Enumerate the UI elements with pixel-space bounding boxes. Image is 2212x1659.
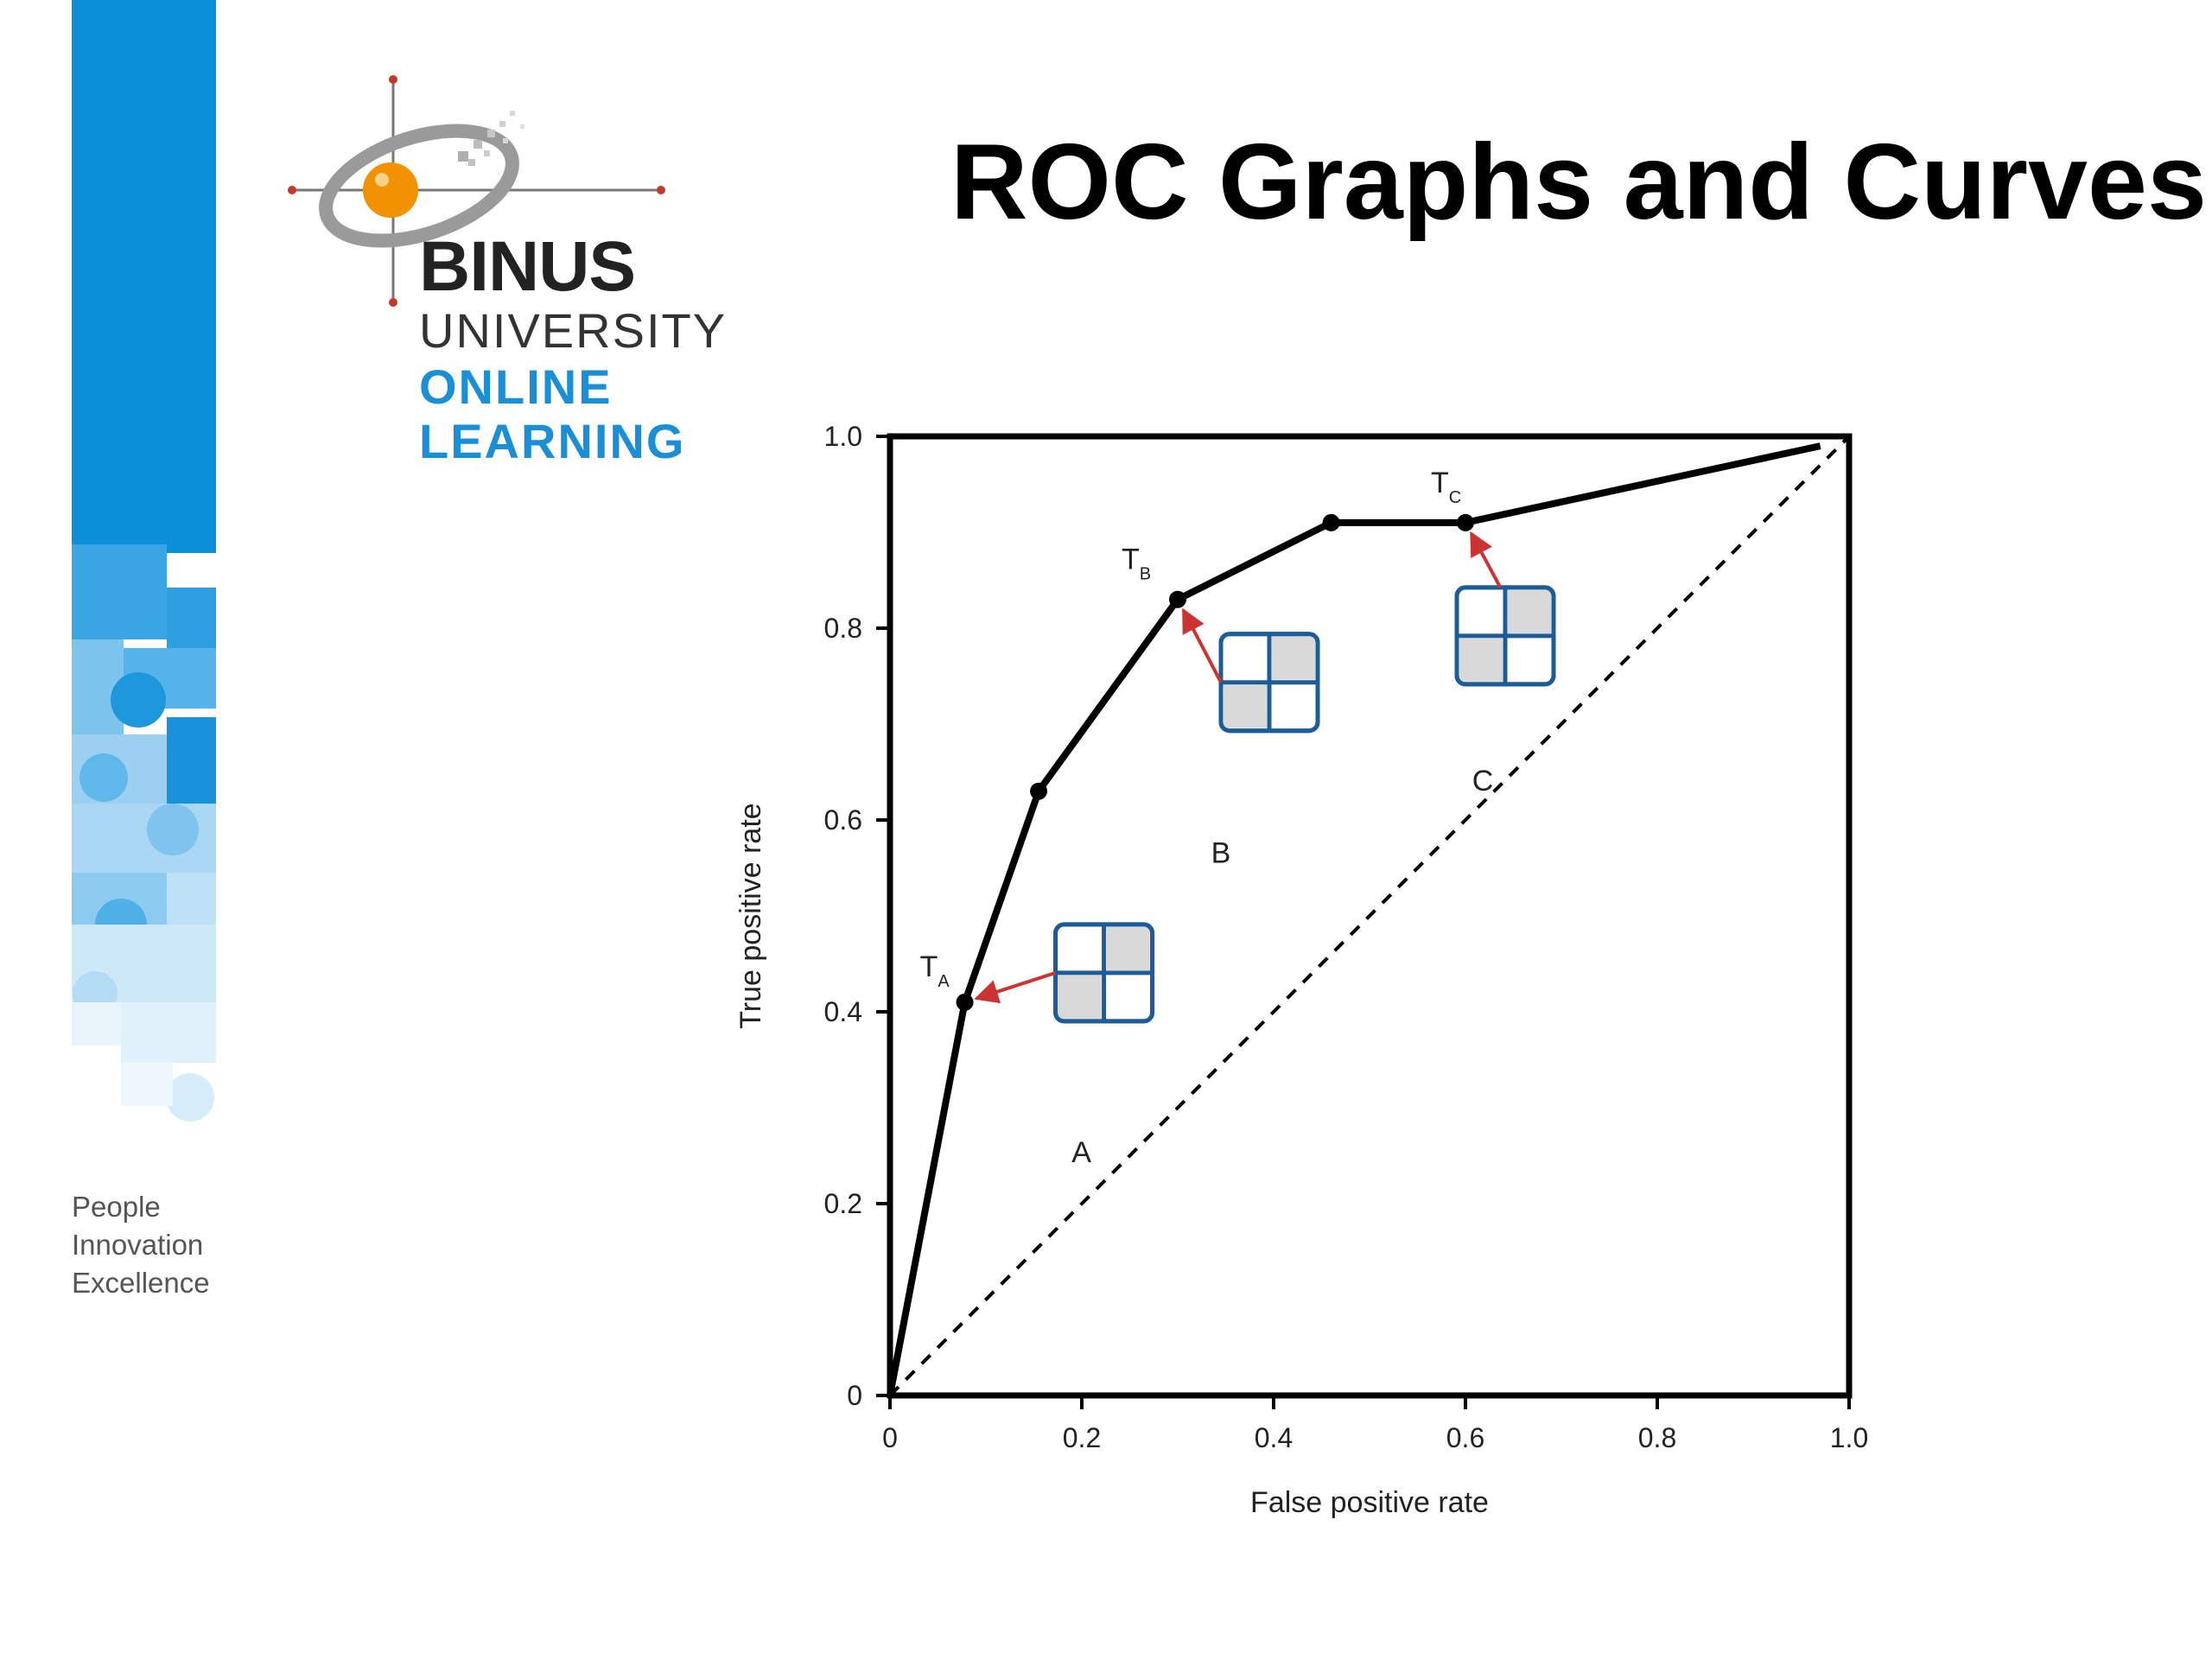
annotation-arrow [974,970,1057,1004]
x-axis-title: False positive rate [1250,1486,1489,1519]
band-tile [121,1063,173,1106]
roc-point [1457,513,1474,531]
diagonal-dashed-line [888,435,1851,1397]
confusion-matrix-c [1454,585,1556,687]
logo-cross-dot [389,298,397,307]
y-tick-label: 0.6 [824,804,862,836]
logo-wordmark-learning: LEARNING [419,414,686,468]
roc-point [1169,590,1186,608]
roc-point [1322,513,1340,531]
logo-pixel [520,124,524,129]
matrix-shaded-cell [1224,684,1267,728]
band-circle [147,804,199,855]
logo-orange-highlight [375,173,389,187]
matrix-shaded-cell [1508,589,1551,633]
tagline: People Innovation Excellence [72,1188,210,1302]
decorative-band [72,0,216,1122]
threshold-label-subscript: A [938,972,950,991]
matrix-shaded-cell [1459,638,1503,682]
x-tick-label: 0.6 [1446,1422,1484,1453]
matrix-caption: A [1071,1136,1091,1169]
threshold-label: TA [920,950,950,991]
threshold-label: TB [1122,543,1151,584]
logo-pixel [503,138,508,143]
plot-frame [887,433,1853,1399]
logo-cross-dot [389,75,397,84]
x-tick-label: 0.4 [1255,1422,1293,1453]
logo-pixel [458,151,468,162]
logo-cross-dot [288,186,296,194]
logo-pixel [487,130,495,137]
band-circle [166,1073,214,1122]
logo-pixel [510,111,515,116]
threshold-label-subscript: B [1140,565,1151,584]
tagline-line: Excellence [72,1267,210,1299]
logo-pixel [468,159,475,166]
chart-layer: 0 0.2 0.4 0.6 0.8 1.0 0 0.2 0.4 0.6 0.8 1.0 False po… [734,421,1868,1519]
x-tick-label: 1.0 [1830,1422,1868,1453]
logo-pixel [474,140,482,149]
threshold-label-subscript: C [1449,488,1461,507]
roc-point [956,993,974,1011]
logo-pixel [484,150,490,156]
matrix-caption: C [1472,765,1494,798]
band-tile [72,544,167,639]
logo-wordmark-online: ONLINE [419,359,613,414]
band-tile [72,1002,121,1046]
y-tick-label: 1.0 [824,421,862,452]
matrix-shaded-cell [1058,975,1102,1019]
band-circle [79,753,128,802]
slide-title: ROC Graphs and Curves [950,123,2207,242]
y-tick-label: 0.4 [824,996,862,1027]
band-solid [72,0,216,553]
logo-pixel [499,121,505,127]
y-tick-label: 0 [847,1380,862,1411]
logo-swoosh [319,124,519,248]
annotation-arrow [1469,531,1503,588]
y-tick-label: 0.8 [824,613,862,644]
tagline-line: Innovation [72,1229,204,1261]
x-tick-label: 0.2 [1063,1422,1101,1453]
annotation-arrow [1181,607,1223,683]
matrix-caption: B [1211,837,1231,870]
matrix-outline [1454,585,1556,687]
roc-curve-line [887,442,1821,1396]
x-tick-label: 0 [882,1422,898,1453]
logo-cross-dot [657,186,665,194]
threshold-label-base: T [920,950,938,983]
logo-wordmark-university: UNIVERSITY [419,303,728,358]
confusion-matrix-b [1218,632,1320,734]
tagline-line: People [72,1191,161,1223]
university-logo [288,75,665,307]
band-circle [111,672,166,728]
threshold-label-base: T [1122,543,1140,576]
matrix-shaded-cell [1106,926,1150,970]
x-tick-label: 0.8 [1638,1422,1676,1453]
y-tick-label: 0.2 [824,1188,862,1219]
logo-wordmark-binus: BINUS [419,227,636,306]
threshold-label-base: T [1431,467,1449,499]
threshold-label: TC [1431,467,1461,507]
confusion-matrix-a [1053,922,1155,1024]
band-tile [167,717,216,804]
band-tile [121,1002,216,1063]
matrix-shaded-cell [1272,636,1315,680]
y-axis-title: True positive rate [734,803,767,1028]
roc-point [1030,782,1048,800]
